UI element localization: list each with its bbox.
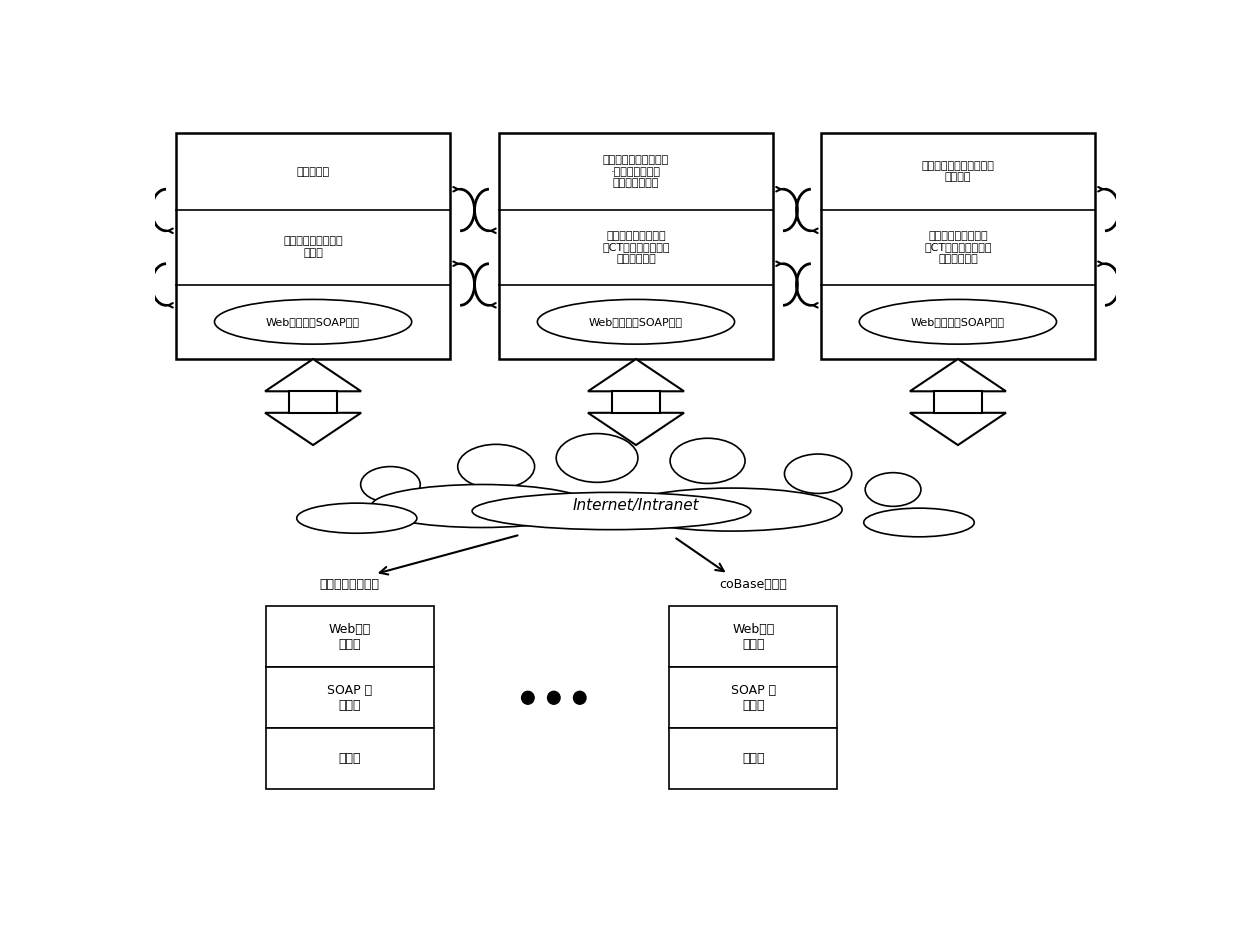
Polygon shape — [910, 412, 1006, 445]
Ellipse shape — [785, 454, 852, 493]
Ellipse shape — [557, 434, 637, 482]
Text: SOAP 占
位程序: SOAP 占 位程序 — [730, 683, 776, 712]
Text: Web服务器和SOAP界面: Web服务器和SOAP界面 — [267, 317, 360, 327]
Text: Web服务器和SOAP界面: Web服务器和SOAP界面 — [911, 317, 1004, 327]
Ellipse shape — [670, 439, 745, 483]
Polygon shape — [265, 412, 361, 445]
Polygon shape — [588, 412, 684, 445]
Text: 基于故录系统对应站
内CT模型故障电流相
位关系的信息: 基于故录系统对应站 内CT模型故障电流相 位关系的信息 — [924, 231, 992, 263]
Bar — [265, 606, 434, 668]
Ellipse shape — [371, 484, 593, 528]
Bar — [265, 668, 434, 728]
Polygon shape — [265, 359, 361, 391]
Text: 基于故录系统对应站
内CT模型故障电流相
位关系的信息: 基于故录系统对应站 内CT模型故障电流相 位关系的信息 — [603, 231, 670, 263]
Text: Web服务器和SOAP界面: Web服务器和SOAP界面 — [589, 317, 683, 327]
Ellipse shape — [537, 300, 734, 344]
Bar — [613, 391, 660, 412]
Text: Internet/Intranet: Internet/Intranet — [572, 498, 699, 514]
Bar — [821, 133, 1095, 359]
Ellipse shape — [621, 488, 842, 531]
Ellipse shape — [522, 692, 534, 704]
Text: 基于各序电流流向的故障
性质判断: 基于各序电流流向的故障 性质判断 — [921, 161, 994, 182]
Text: 基于故障判断方向信
息管理: 基于故障判断方向信 息管理 — [283, 236, 343, 258]
Text: coBase客户端: coBase客户端 — [719, 577, 787, 590]
Bar — [176, 133, 450, 359]
Bar — [670, 668, 837, 728]
Bar — [934, 391, 982, 412]
Bar — [289, 391, 337, 412]
Text: 故录联网系统子站: 故录联网系统子站 — [320, 577, 379, 590]
Bar — [265, 728, 434, 789]
Text: SOAP 占
位程序: SOAP 占 位程序 — [327, 683, 372, 712]
Bar — [670, 728, 837, 789]
Polygon shape — [588, 359, 684, 391]
Ellipse shape — [472, 492, 750, 530]
Ellipse shape — [215, 300, 412, 344]
Text: 故障点搜索: 故障点搜索 — [296, 167, 330, 177]
Ellipse shape — [864, 508, 975, 537]
Polygon shape — [910, 359, 1006, 391]
Bar — [670, 606, 837, 668]
Ellipse shape — [296, 503, 417, 533]
Text: Web服务
客户端: Web服务 客户端 — [329, 623, 371, 651]
Ellipse shape — [548, 692, 560, 704]
Text: 故障各序电流对应实时
·次设备拓扑结构
的序电流流向图: 故障各序电流对应实时 ·次设备拓扑结构 的序电流流向图 — [603, 155, 670, 188]
Text: Web服务
客户端: Web服务 客户端 — [732, 623, 774, 651]
Ellipse shape — [866, 473, 921, 506]
Ellipse shape — [859, 300, 1056, 344]
Ellipse shape — [574, 692, 587, 704]
Text: 客户端: 客户端 — [339, 752, 361, 765]
Ellipse shape — [458, 444, 534, 489]
Text: 客户端: 客户端 — [742, 752, 765, 765]
Bar — [498, 133, 773, 359]
Ellipse shape — [361, 466, 420, 503]
